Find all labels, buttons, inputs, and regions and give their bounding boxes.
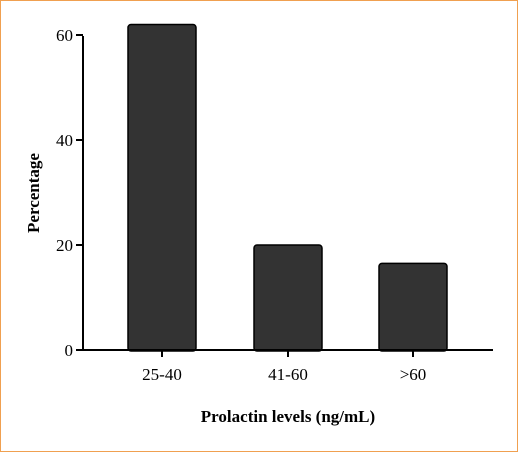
y-tick-label: 40 [56, 131, 73, 150]
bar-1 [253, 244, 323, 352]
y-tick-label: 60 [56, 26, 73, 45]
y-ticks-group: 0 20 40 60 [56, 26, 83, 360]
x-tick-label: >60 [400, 365, 427, 384]
bar-0 [127, 23, 197, 352]
bars-group [127, 23, 448, 352]
bar-2 [378, 262, 448, 352]
x-axis-title: Prolactin levels (ng/mL) [201, 407, 375, 426]
y-tick-label: 20 [56, 236, 73, 255]
x-ticks-group: 25-40 41-60 >60 [142, 350, 426, 384]
x-tick-label: 41-60 [268, 365, 308, 384]
x-tick-label: 25-40 [142, 365, 182, 384]
y-tick-label: 0 [65, 341, 74, 360]
y-axis-title: Percentage [24, 153, 43, 233]
